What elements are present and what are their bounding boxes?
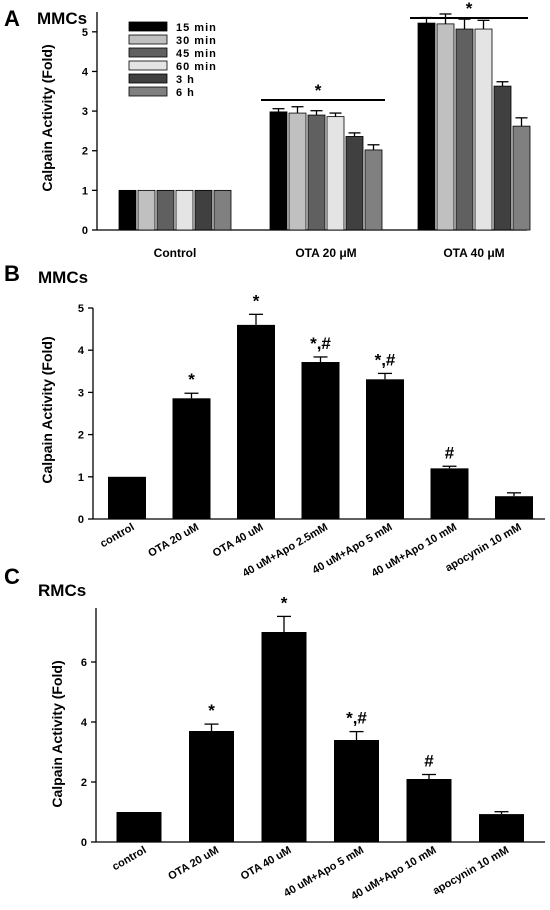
panel-b-bar xyxy=(108,476,146,519)
panel-b-bar xyxy=(495,496,533,519)
panel-c: C RMCs Calpain Activity (Fold) 0 2 4 6 contr… xyxy=(4,564,545,903)
panel-c-significance-mark: *,# xyxy=(346,709,367,728)
panel-a-bar xyxy=(156,189,175,231)
panel-a-label: A xyxy=(4,6,20,31)
panel-a-bar xyxy=(474,28,493,231)
panel-a-bar xyxy=(118,189,137,231)
panel-c-y-tick-label: 6 xyxy=(81,657,87,669)
panel-a-bar xyxy=(137,189,156,231)
panel-c-y-tick-label: 0 xyxy=(81,837,87,849)
panel-a-bar xyxy=(288,112,307,231)
panel-b: B MMCs Calpain Activity (Fold) 0 1 2 3 4 5 con… xyxy=(4,261,545,580)
panel-a-bar xyxy=(345,136,364,231)
panel-c-label: C xyxy=(4,564,20,589)
panel-b-y-tick-label: 1 xyxy=(78,472,84,484)
panel-b-significance-mark: * xyxy=(253,291,260,310)
panel-a-bar xyxy=(194,189,213,231)
panel-c-bar xyxy=(261,632,307,842)
panel-a-legend-swatch xyxy=(128,86,168,97)
panel-a-y-axis-label: Calpain Activity (Fold) xyxy=(39,44,55,191)
panel-a: A MMCs Calpain Activity (Fold) 0 1 2 3 4 5 Con… xyxy=(4,0,531,260)
panel-a-y-tick-label: 4 xyxy=(82,66,89,78)
panel-c-x-tick-label: apocynin 10 mM xyxy=(431,844,511,897)
panel-c-bar xyxy=(189,731,234,842)
panel-b-significance-mark: * xyxy=(188,370,195,389)
panel-a-legend-label: 45 min xyxy=(176,48,217,60)
panel-a-bar xyxy=(417,22,436,231)
panel-a-legend-swatch xyxy=(128,34,168,45)
panel-c-x-tick-label: OTA 40 uM xyxy=(239,844,294,883)
panel-b-x-tick-label: control xyxy=(98,521,136,550)
panel-a-legend-label: 15 min xyxy=(176,22,217,34)
panel-c-x-tick-label: OTA 20 uM xyxy=(166,844,221,883)
panel-b-y-tick-label: 5 xyxy=(78,303,84,315)
panel-a-y-tick-label: 0 xyxy=(82,225,88,237)
panel-b-bar xyxy=(237,324,275,519)
panel-b-significance-mark: *,# xyxy=(375,350,396,369)
panel-b-y-tick-label: 2 xyxy=(78,430,84,442)
panel-a-significance-star: * xyxy=(315,81,322,100)
panel-a-bar xyxy=(364,149,383,231)
panel-c-y-axis-label: Calpain Activity (Fold) xyxy=(49,660,65,807)
panel-c-significance-mark: * xyxy=(208,701,215,720)
panel-a-bar xyxy=(436,23,455,231)
panel-c-y-tick-label: 4 xyxy=(81,717,88,729)
panel-a-legend-swatch xyxy=(128,60,168,71)
panel-a-legend-label: 6 h xyxy=(176,87,195,99)
panel-a-title: MMCs xyxy=(37,9,87,28)
panel-b-bar xyxy=(366,379,404,519)
panel-a-bar xyxy=(512,125,531,231)
panel-b-y-tick-label: 0 xyxy=(78,514,84,526)
panel-a-legend-swatch xyxy=(128,47,168,58)
panel-a-bar xyxy=(269,111,288,231)
panel-c-title: RMCs xyxy=(38,581,86,600)
panel-a-bar xyxy=(213,189,232,231)
panel-a-legend-swatch xyxy=(128,73,168,84)
panel-a-significance-star: * xyxy=(466,0,473,18)
panel-a-bar xyxy=(307,114,326,231)
panel-a-legend-label: 60 min xyxy=(176,61,217,73)
panel-c-y-tick-label: 2 xyxy=(81,777,87,789)
panel-b-bar xyxy=(172,398,211,519)
panel-a-x-tick-label: OTA 20 μM xyxy=(295,246,356,260)
panel-c-bar xyxy=(116,812,162,842)
panel-b-x-tick-label: OTA 40 uM xyxy=(211,521,266,560)
panel-b-x-tick-label: OTA 20 uM xyxy=(146,521,201,560)
panel-a-y-tick-label: 1 xyxy=(82,185,88,197)
panel-b-bar xyxy=(301,362,340,519)
panel-a-legend-swatch xyxy=(128,21,168,32)
panel-b-label: B xyxy=(4,261,20,286)
panel-b-significance-mark: # xyxy=(445,443,455,462)
panel-a-bar xyxy=(493,85,512,231)
panel-c-bar xyxy=(479,814,524,842)
panel-c-significance-mark: * xyxy=(281,593,288,612)
panel-a-legend-label: 3 h xyxy=(176,74,195,86)
panel-c-significance-mark: # xyxy=(424,752,434,771)
panel-a-x-tick-label: Control xyxy=(154,246,197,260)
panel-a-x-tick-label: OTA 40 μM xyxy=(443,246,504,260)
panel-b-y-tick-label: 3 xyxy=(78,387,84,399)
panel-a-legend-label: 30 min xyxy=(176,35,217,47)
panel-a-y-tick-label: 5 xyxy=(82,27,88,39)
panel-c-bar xyxy=(406,779,452,842)
panel-b-significance-mark: *,# xyxy=(310,334,331,353)
panel-a-bar xyxy=(175,189,194,231)
panel-c-x-tick-label: control xyxy=(110,844,148,873)
panel-a-y-tick-label: 3 xyxy=(82,106,88,118)
panel-b-title: MMCs xyxy=(38,268,88,287)
panel-b-bar xyxy=(430,468,469,519)
panel-b-y-axis-label: Calpain Activity (Fold) xyxy=(39,336,55,483)
panel-a-y-tick-label: 2 xyxy=(82,146,88,158)
panel-c-bar xyxy=(334,740,379,842)
panel-b-y-tick-label: 4 xyxy=(78,345,85,357)
panel-a-bar xyxy=(326,116,345,231)
panel-a-bar xyxy=(455,28,474,231)
